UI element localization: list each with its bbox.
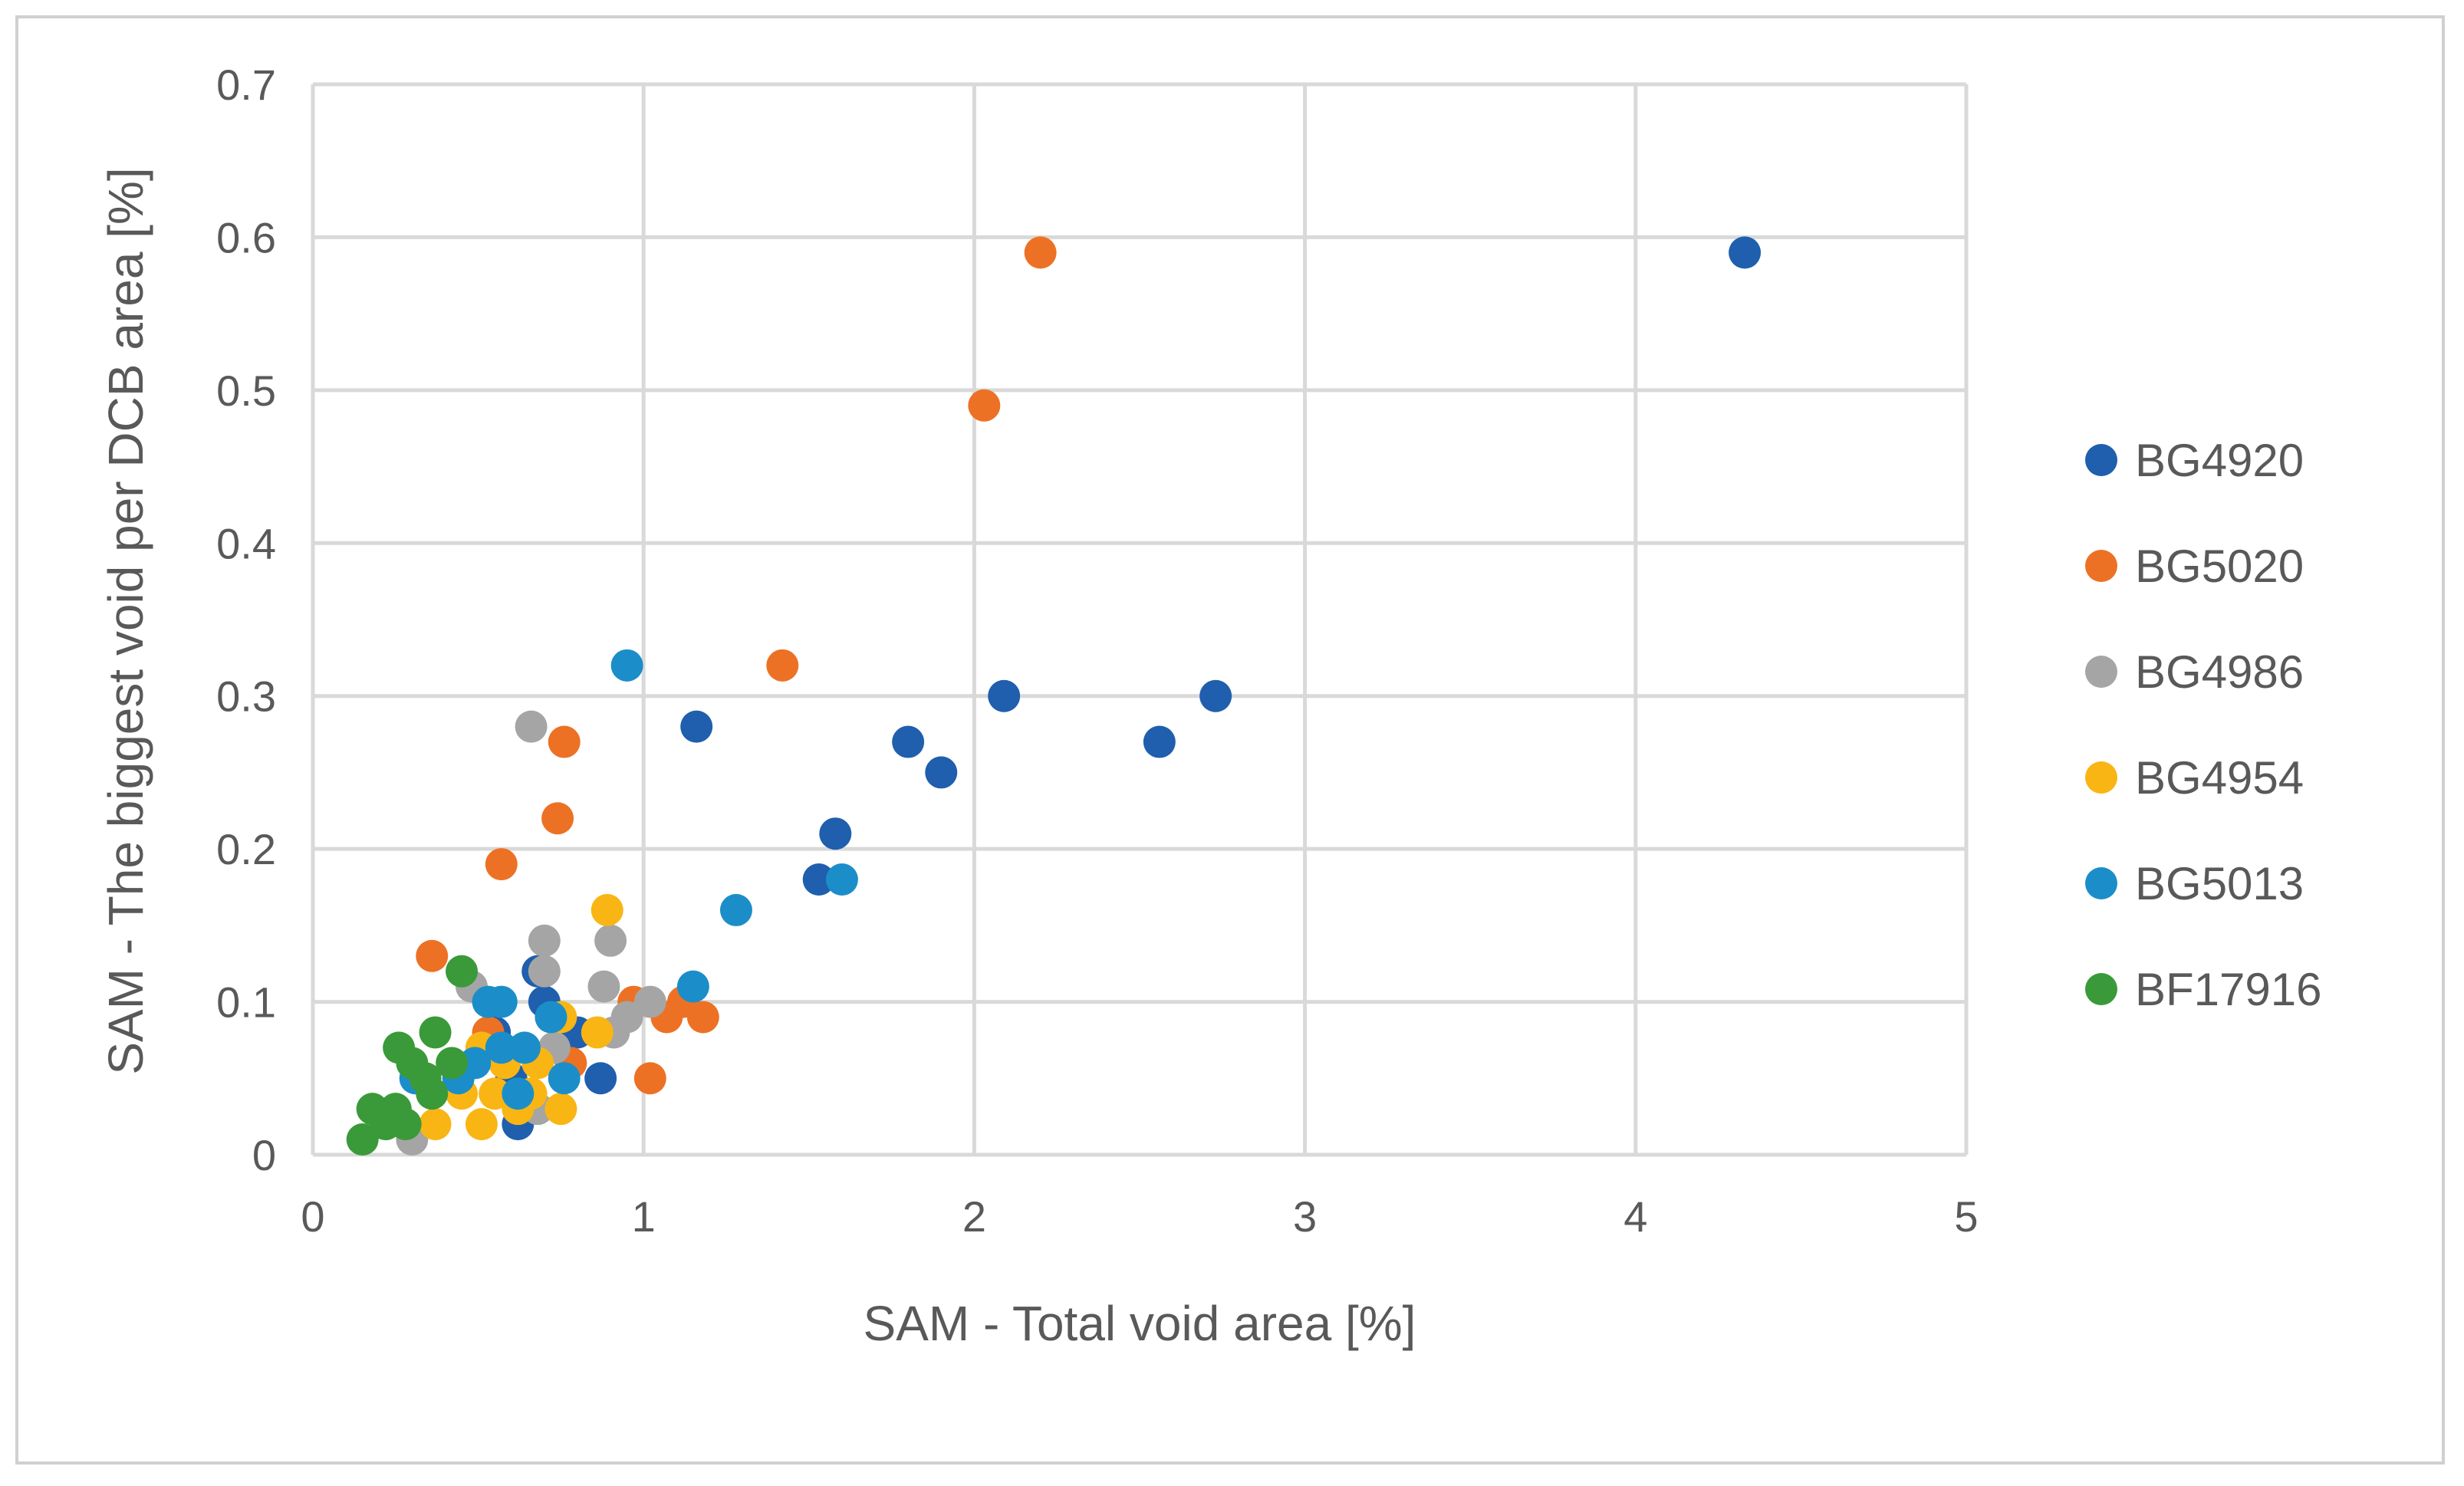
legend-entry: BF17916 (2085, 964, 2322, 1015)
legend-label: BG5020 (2135, 541, 2304, 592)
y-tick-labels: 0 0.1 0.2 0.3 0.4 0.5 0.6 0.7 (216, 61, 276, 1179)
data-point (1729, 236, 1762, 269)
data-point (925, 756, 958, 789)
series-BG5020 (416, 236, 1057, 1095)
x-tick-label: 5 (1954, 1192, 1978, 1241)
data-point (988, 679, 1021, 712)
data-point (485, 848, 518, 881)
data-point (1199, 679, 1232, 712)
data-point (535, 1001, 567, 1034)
data-point (719, 893, 752, 926)
data-point (541, 802, 574, 835)
data-point (766, 649, 799, 682)
data-point (544, 1093, 577, 1126)
y-tick-label: 0.1 (216, 978, 276, 1027)
legend-marker (2085, 867, 2117, 899)
legend-marker (2085, 444, 2117, 476)
data-point (419, 1108, 452, 1141)
data-point (1024, 236, 1057, 269)
data-point (416, 939, 449, 972)
x-tick-label: 4 (1623, 1192, 1647, 1241)
y-axis-title: SAM - The biggest void per DCB area [%] (98, 167, 153, 1074)
data-point (502, 1077, 535, 1110)
data-point (676, 970, 709, 1003)
y-tick-label: 0.3 (216, 672, 276, 721)
x-tick-labels: 0 1 2 3 4 5 (301, 1192, 1978, 1241)
data-point (1143, 725, 1176, 758)
data-point (479, 1077, 512, 1110)
legend-marker (2085, 973, 2117, 1005)
legend-label: BG5013 (2135, 858, 2304, 909)
legend-marker (2085, 656, 2117, 688)
data-points (346, 236, 1762, 1156)
data-point (485, 1031, 518, 1064)
data-point (446, 955, 479, 988)
data-point (515, 710, 548, 743)
data-point (465, 1108, 498, 1141)
legend-label: BG4954 (2135, 752, 2304, 804)
data-point (610, 649, 643, 682)
y-tick-label: 0.2 (216, 825, 276, 873)
data-point (633, 1062, 666, 1095)
y-tick-label: 0.7 (216, 61, 276, 109)
data-point (584, 1062, 617, 1095)
legend-label: BG4920 (2135, 435, 2304, 486)
legend-entry: BG5020 (2085, 541, 2304, 592)
y-tick-label: 0.6 (216, 213, 276, 261)
data-point (548, 725, 581, 758)
data-point (825, 863, 858, 896)
scatter-chart: 0 0.1 0.2 0.3 0.4 0.5 0.6 0.7 0 1 2 3 4 5 SAM - Tota… (98, 61, 2322, 1351)
legend-marker (2085, 550, 2117, 582)
legend-marker (2085, 761, 2117, 794)
y-tick-label: 0 (252, 1131, 276, 1179)
y-tick-label: 0.5 (216, 367, 276, 415)
data-point (819, 817, 852, 850)
legend-entry: BG4986 (2085, 646, 2304, 698)
legend-entry: BG4954 (2085, 752, 2304, 804)
data-point (528, 924, 561, 957)
data-point (680, 710, 713, 743)
data-point (591, 893, 623, 926)
data-point (968, 389, 1001, 422)
data-point (436, 1047, 469, 1080)
data-point (581, 1016, 614, 1049)
legend-entry: BG5013 (2085, 858, 2304, 909)
legend-label: BF17916 (2135, 964, 2322, 1015)
data-point (485, 985, 518, 1018)
x-tick-label: 3 (1293, 1192, 1317, 1241)
data-point (548, 1062, 581, 1095)
x-axis-title: SAM - Total void area [%] (864, 1296, 1416, 1351)
data-point (594, 924, 627, 957)
data-point (528, 955, 561, 988)
data-point (419, 1016, 452, 1049)
legend: BG4920 BG5020 BG4986 BG4954 BG5013 BF17916 (2085, 435, 2322, 1015)
grid-lines (311, 82, 1969, 1157)
series-BF17916 (346, 955, 479, 1156)
data-point (587, 970, 620, 1003)
data-point (802, 863, 835, 896)
x-tick-label: 1 (632, 1192, 656, 1241)
data-point (389, 1108, 422, 1141)
data-point (892, 725, 925, 758)
x-tick-label: 0 (301, 1192, 324, 1241)
chart-frame: 0 0.1 0.2 0.3 0.4 0.5 0.6 0.7 0 1 2 3 4 5 SAM - Tota… (15, 15, 2445, 1465)
legend-entry: BG4920 (2085, 435, 2304, 486)
data-point (633, 985, 666, 1018)
y-tick-label: 0.4 (216, 519, 276, 567)
x-tick-label: 2 (962, 1192, 986, 1241)
data-point (508, 1031, 541, 1064)
data-point (346, 1123, 379, 1156)
legend-label: BG4986 (2135, 646, 2304, 698)
data-point (416, 1077, 449, 1110)
